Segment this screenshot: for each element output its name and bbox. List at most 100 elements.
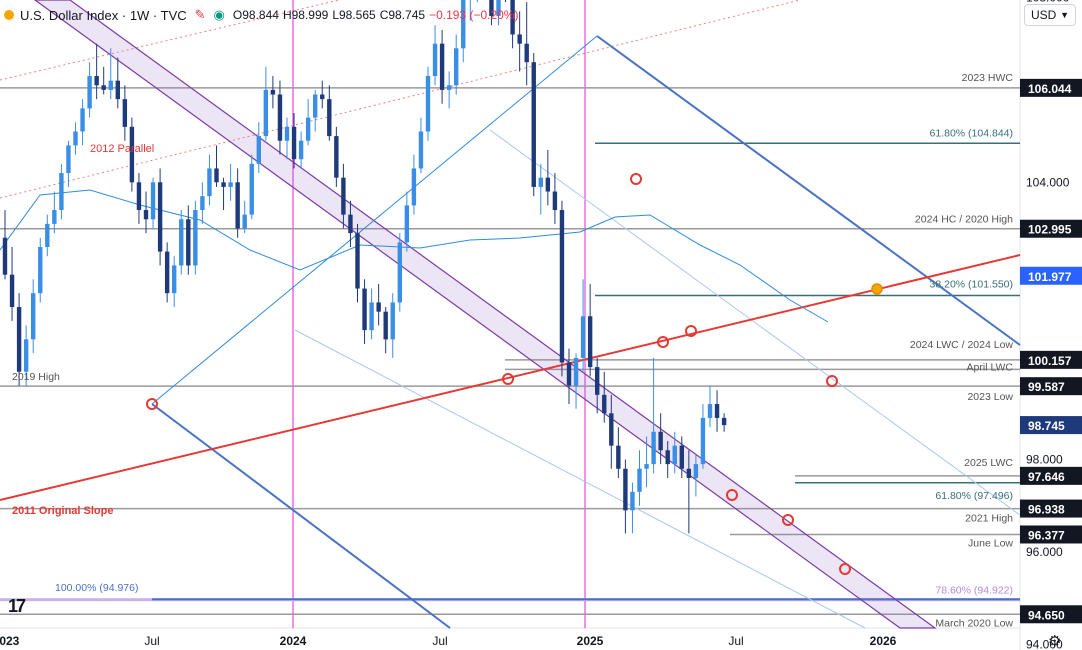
candle-body: [59, 173, 64, 211]
ohlc-low: L98.565: [332, 8, 376, 22]
candle-body: [143, 210, 149, 220]
time-tick: 2024: [280, 634, 307, 648]
candles: [2, 0, 727, 534]
price-badge-label: 102.995: [1028, 223, 1072, 237]
level-label: 2024 HC / 2020 High: [915, 214, 1013, 226]
candle-body: [686, 468, 692, 478]
currency-selector[interactable]: USD ▼: [1024, 4, 1076, 26]
candle-body: [376, 302, 381, 312]
candle-body: [136, 182, 142, 211]
candle-body: [221, 182, 226, 187]
price-tick: 94.000: [1026, 637, 1063, 650]
candle-body: [700, 417, 706, 465]
alert-icon[interactable]: ✎: [194, 7, 206, 22]
price-badge-label: 97.646: [1028, 470, 1065, 484]
gear-icon[interactable]: ⚙: [1048, 633, 1062, 650]
descending-channel-band: [33, 0, 937, 629]
candle-body: [362, 288, 367, 331]
candle-body: [80, 108, 85, 132]
price-badge: [1020, 499, 1082, 518]
candle-body: [150, 182, 156, 220]
channel-upper: [596, 35, 1021, 346]
candle-body: [115, 80, 120, 100]
candle-body: [714, 404, 720, 418]
candle-body: [341, 177, 346, 215]
candle-body: [2, 237, 8, 275]
candle-body: [31, 293, 36, 340]
candle-body: [489, 0, 494, 16]
level-label: 2021 High: [965, 513, 1013, 525]
annotation-2011-slope: 2011 Original Slope: [12, 505, 114, 517]
tradingview-logo[interactable]: 17: [8, 596, 26, 616]
candle-body: [129, 126, 135, 183]
candle-body: [122, 99, 128, 127]
pivot-marker: [726, 489, 738, 501]
candle-body: [108, 80, 113, 90]
pivot-marker: [630, 173, 642, 185]
candle-body: [242, 214, 247, 229]
candle-body: [531, 62, 536, 187]
level-label: 2025 LWC: [964, 457, 1013, 469]
price-badge-label: 94.650: [1028, 608, 1065, 622]
time-axis: 2023 Jul 2024 Jul 2025 Jul 2026: [0, 634, 897, 648]
candle-body: [566, 362, 572, 386]
annotation-2012-parallel: 2012 Parallel: [90, 143, 154, 155]
price-badge: [1020, 466, 1082, 485]
candle-body: [348, 214, 353, 234]
moving-average-line: [0, 189, 829, 323]
candle-body: [545, 177, 551, 192]
candle-body: [38, 246, 43, 294]
candle-body: [390, 302, 395, 340]
candle-body: [313, 94, 318, 118]
price-badge: [1020, 525, 1082, 544]
level-label: 2019 High: [12, 371, 60, 383]
price-badge: [1020, 78, 1082, 97]
price-badge: [1020, 219, 1082, 238]
candle-body: [693, 464, 699, 478]
time-tick: Jul: [728, 634, 743, 648]
candle-body: [446, 85, 452, 90]
candle-body: [9, 274, 15, 308]
candle-body: [411, 168, 417, 206]
candle-body: [679, 445, 684, 469]
candle-body: [552, 191, 558, 211]
symbol-title[interactable]: U.S. Dollar Index · 1W · TVC: [20, 7, 187, 23]
candle-body: [334, 136, 339, 178]
price-badge-label: 99.587: [1028, 380, 1065, 394]
price-tick: 104.000: [1026, 175, 1070, 189]
candle-body: [172, 265, 177, 294]
time-tick: Jul: [144, 634, 159, 648]
candle-body: [425, 76, 431, 132]
pivot-marker: [502, 373, 514, 385]
price-badge-label: 96.938: [1028, 503, 1065, 517]
time-tick: 2026: [870, 634, 897, 648]
candle-body: [623, 468, 628, 511]
price-badge-label: 101.977: [1028, 270, 1072, 284]
price-badge-label: 98.745: [1028, 419, 1065, 433]
pivot-marker: [685, 325, 697, 337]
pivot-marker: [782, 514, 794, 526]
candle-body: [73, 131, 78, 146]
candle-body: [298, 140, 304, 160]
pitchfork-parallel: [294, 329, 866, 629]
candle-body: [256, 136, 261, 164]
currency-label: USD: [1031, 8, 1057, 22]
candle-body: [179, 219, 184, 266]
time-tick: 2025: [577, 634, 604, 648]
candle-body: [439, 43, 445, 90]
candle-body: [538, 177, 543, 187]
candle-body: [186, 219, 191, 266]
candle-body: [707, 404, 713, 418]
candle-body: [87, 76, 92, 109]
time-tick: Jul: [432, 634, 447, 648]
candle-body: [327, 99, 332, 137]
parallel-dotted-line: [0, 0, 802, 199]
level-label: 2024 LWC / 2024 Low: [910, 339, 1014, 351]
candle-body: [207, 168, 212, 197]
candle-body: [94, 76, 99, 86]
candle-body: [665, 450, 670, 465]
candle-body: [721, 417, 727, 426]
price-scale: 110.176109.405108.526108.000106.044104.0…: [1020, 0, 1082, 650]
pivot-marker: [839, 563, 851, 575]
